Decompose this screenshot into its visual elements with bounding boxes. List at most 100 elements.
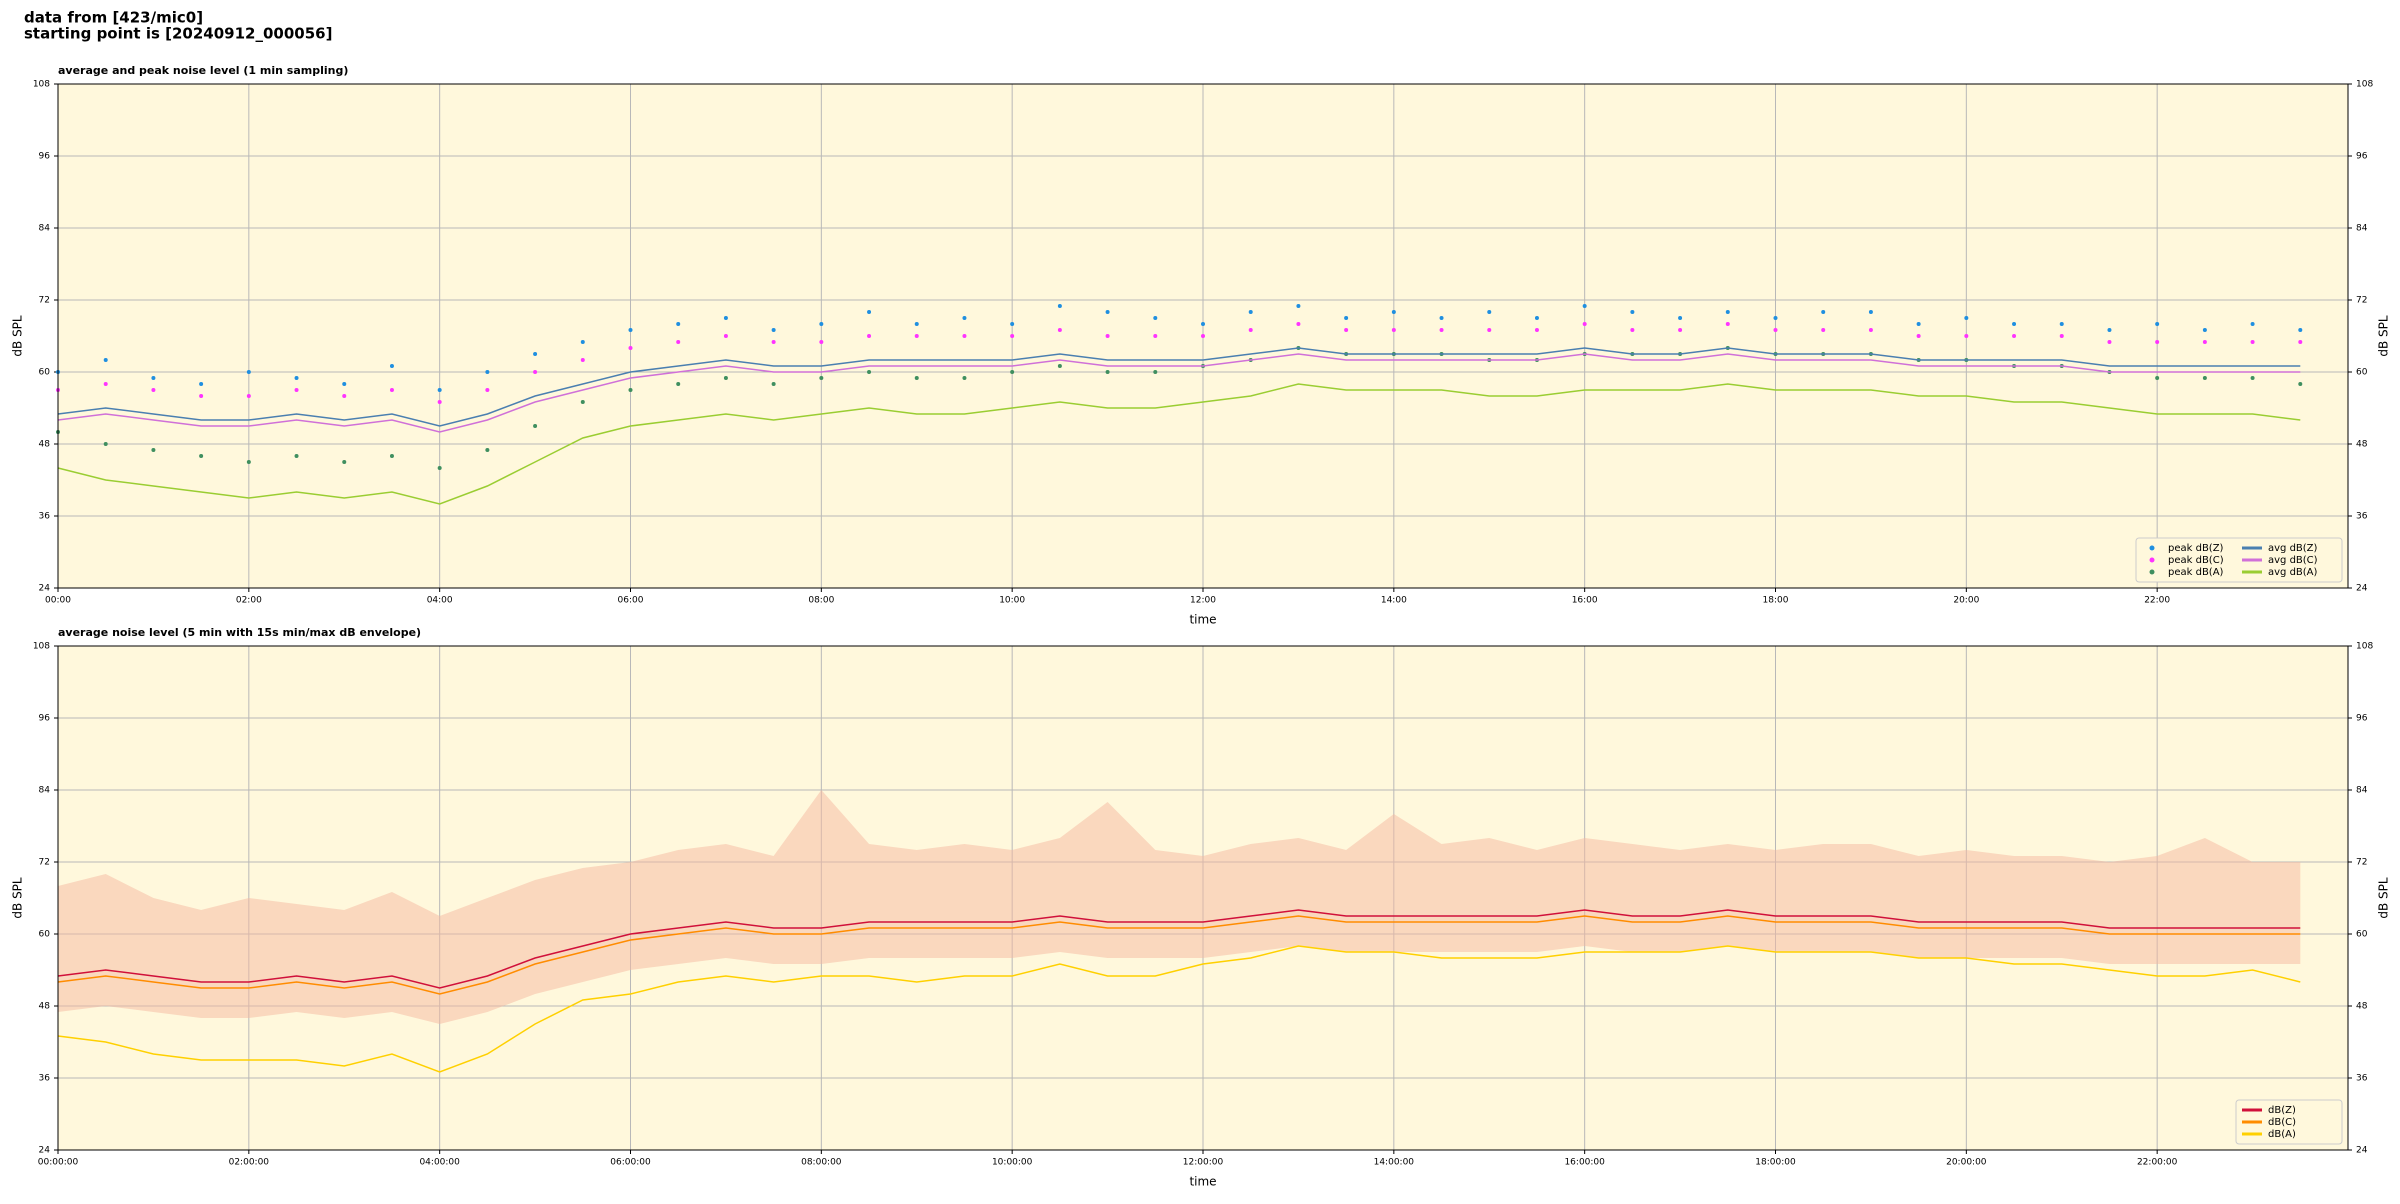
envelope-area: [58, 790, 2301, 1024]
legend-label: avg dB(A): [2268, 567, 2318, 578]
y-tick-label: 48: [2356, 440, 2368, 450]
peak-point: [2202, 340, 2207, 344]
y-tick-label: 48: [2356, 1002, 2368, 1012]
peak-point: [962, 316, 967, 320]
peak-point: [342, 460, 347, 464]
x-tick-label: 02:00:00: [229, 1158, 270, 1168]
peak-point: [723, 316, 728, 320]
peak-point: [342, 382, 347, 386]
x-tick-label: 04:00: [427, 596, 453, 606]
peak-point: [199, 454, 204, 458]
y-tick-label: 60: [39, 368, 51, 378]
start-header: starting point is [20240912_000056]: [24, 25, 332, 43]
peak-point: [580, 400, 585, 404]
peak-point: [1057, 304, 1062, 308]
peak-point: [2155, 376, 2160, 380]
peak-point: [1010, 370, 1015, 374]
series-line: [57, 945, 2301, 1073]
x-tick-label: 10:00:00: [992, 1158, 1033, 1168]
peak-point: [628, 346, 633, 350]
y-tick-label: 96: [39, 714, 51, 724]
peak-point: [2250, 322, 2255, 326]
peak-point: [1391, 310, 1396, 314]
legend-marker: [2149, 545, 2155, 551]
y-tick-label: 72: [39, 296, 50, 306]
peak-point: [914, 376, 919, 380]
peak-point: [199, 394, 204, 398]
y-tick-label: 96: [2356, 714, 2368, 724]
legend-label: peak dB(C): [2168, 555, 2224, 566]
peak-point: [1916, 322, 1921, 326]
peak-point: [819, 322, 824, 326]
peak-point: [914, 322, 919, 326]
series-line: [57, 915, 2301, 995]
peak-point: [294, 454, 299, 458]
series-line: [57, 383, 2301, 505]
peak-point: [1582, 304, 1587, 308]
x-tick-label: 16:00: [1572, 596, 1598, 606]
peak-point: [2202, 328, 2207, 332]
peak-point: [1725, 310, 1730, 314]
x-tick-label: 20:00:00: [1946, 1158, 1987, 1168]
peak-point: [1010, 322, 1015, 326]
peak-point: [103, 442, 108, 446]
peak-point: [246, 394, 251, 398]
peak-point: [771, 382, 776, 386]
peak-point: [103, 358, 108, 362]
peak-point: [676, 322, 681, 326]
y-tick-label: 108: [33, 642, 50, 652]
peak-point: [2155, 322, 2160, 326]
peak-point: [2250, 376, 2255, 380]
peak-point: [1725, 322, 1730, 326]
peak-point: [2107, 340, 2112, 344]
series-line: [57, 909, 2301, 989]
y-axis-label: dB SPL: [11, 877, 25, 919]
series-line: [57, 347, 2301, 427]
x-tick-label: 00:00: [45, 596, 71, 606]
x-axis-label: time: [1189, 613, 1216, 627]
peak-point: [1105, 370, 1110, 374]
y-tick-label: 60: [2356, 930, 2368, 940]
peak-point: [1153, 370, 1158, 374]
x-tick-label: 12:00:00: [1183, 1158, 1224, 1168]
peak-point: [437, 388, 442, 392]
peak-point: [1821, 310, 1826, 314]
legend-marker: [2149, 569, 2155, 575]
peak-point: [294, 388, 299, 392]
x-tick-label: 00:00:00: [38, 1158, 79, 1168]
x-tick-label: 20:00: [1953, 596, 1979, 606]
peak-point: [1487, 328, 1492, 332]
y-tick-label: 36: [39, 1074, 51, 1084]
peak-point: [1678, 328, 1683, 332]
peak-point: [1964, 334, 1969, 338]
peak-point: [819, 376, 824, 380]
peak-point: [1821, 328, 1826, 332]
peak-point: [246, 370, 251, 374]
peak-point: [2202, 376, 2207, 380]
peak-point: [867, 370, 872, 374]
peak-point: [2059, 322, 2064, 326]
y-tick-label: 108: [2356, 80, 2373, 90]
peak-point: [533, 370, 538, 374]
peak-point: [103, 382, 108, 386]
peak-point: [389, 364, 394, 368]
y-tick-label: 60: [39, 930, 51, 940]
y-tick-label: 108: [2356, 642, 2373, 652]
peak-point: [1057, 328, 1062, 332]
y-tick-label: 72: [39, 858, 50, 868]
peak-point: [1296, 322, 1301, 326]
peak-point: [1678, 316, 1683, 320]
y-tick-label: 48: [39, 440, 51, 450]
peak-point: [1630, 328, 1635, 332]
peak-point: [1248, 310, 1253, 314]
legend-box: [2135, 537, 2343, 583]
peak-point: [1153, 316, 1158, 320]
peak-point: [580, 358, 585, 362]
peak-point: [962, 334, 967, 338]
peak-point: [1439, 328, 1444, 332]
peak-point: [676, 382, 681, 386]
peak-point: [533, 424, 538, 428]
y-tick-label: 24: [39, 584, 51, 594]
x-axis-label: time: [1189, 1175, 1216, 1189]
peak-point: [914, 334, 919, 338]
